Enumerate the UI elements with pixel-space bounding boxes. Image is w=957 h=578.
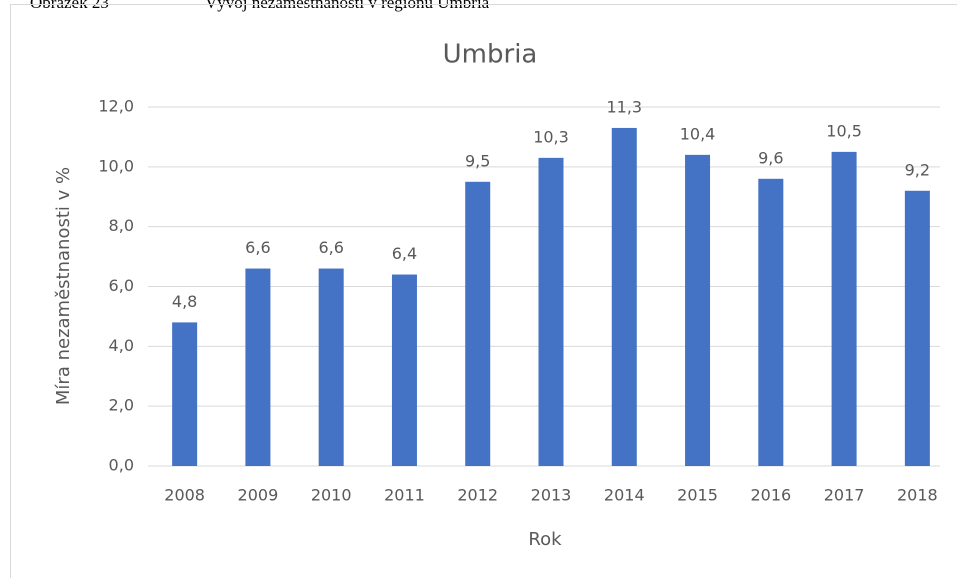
data-label: 6,6: [318, 238, 343, 257]
data-label: 9,5: [465, 151, 490, 170]
y-tick-label: 12,0: [98, 97, 134, 116]
bar: [538, 157, 564, 466]
chart-frame: [10, 4, 957, 578]
bar: [758, 178, 784, 467]
y-axis-label: Míra nezaměstnanosti v %: [53, 167, 74, 405]
x-tick-label: 2008: [164, 486, 205, 505]
x-tick-label: 2014: [604, 486, 645, 505]
x-tick-label: 2016: [750, 486, 791, 505]
x-tick-label: 2011: [384, 486, 425, 505]
bar: [172, 322, 198, 466]
y-tick-label: 2,0: [109, 396, 134, 415]
data-label: 6,6: [245, 238, 270, 257]
data-label: 9,6: [758, 148, 783, 167]
x-tick-label: 2013: [531, 486, 572, 505]
chart-title: Umbria: [443, 40, 538, 70]
caption-number: Obrázek 23: [30, 0, 109, 12]
data-label: 11,3: [606, 97, 642, 116]
x-tick-label: 2012: [457, 486, 498, 505]
y-tick-label: 4,0: [109, 336, 134, 355]
bar: [685, 154, 711, 466]
data-label: 4,8: [172, 292, 197, 311]
bar: [831, 151, 857, 466]
bar: [465, 181, 491, 466]
bar: [318, 268, 344, 466]
data-label: 10,3: [533, 127, 569, 146]
x-tick-label: 2017: [824, 486, 865, 505]
y-tick-label: 8,0: [109, 216, 134, 235]
bar: [245, 268, 271, 466]
y-tick-label: 6,0: [109, 276, 134, 295]
y-tick-label: 10,0: [98, 156, 134, 175]
data-label: 6,4: [392, 244, 417, 263]
data-label: 10,4: [680, 124, 716, 143]
x-tick-label: 2010: [311, 486, 352, 505]
bar: [391, 274, 417, 466]
x-axis-label: Rok: [528, 529, 562, 550]
x-tick-label: 2018: [897, 486, 938, 505]
bar: [611, 127, 637, 467]
x-tick-label: 2009: [238, 486, 279, 505]
y-tick-label: 0,0: [109, 456, 134, 475]
data-label: 10,5: [826, 121, 862, 140]
x-tick-label: 2015: [677, 486, 718, 505]
bar: [904, 190, 930, 466]
data-label: 9,2: [905, 160, 930, 179]
caption-text: Vývoj nezaměstnanosti v regionu Umbria: [205, 0, 490, 12]
